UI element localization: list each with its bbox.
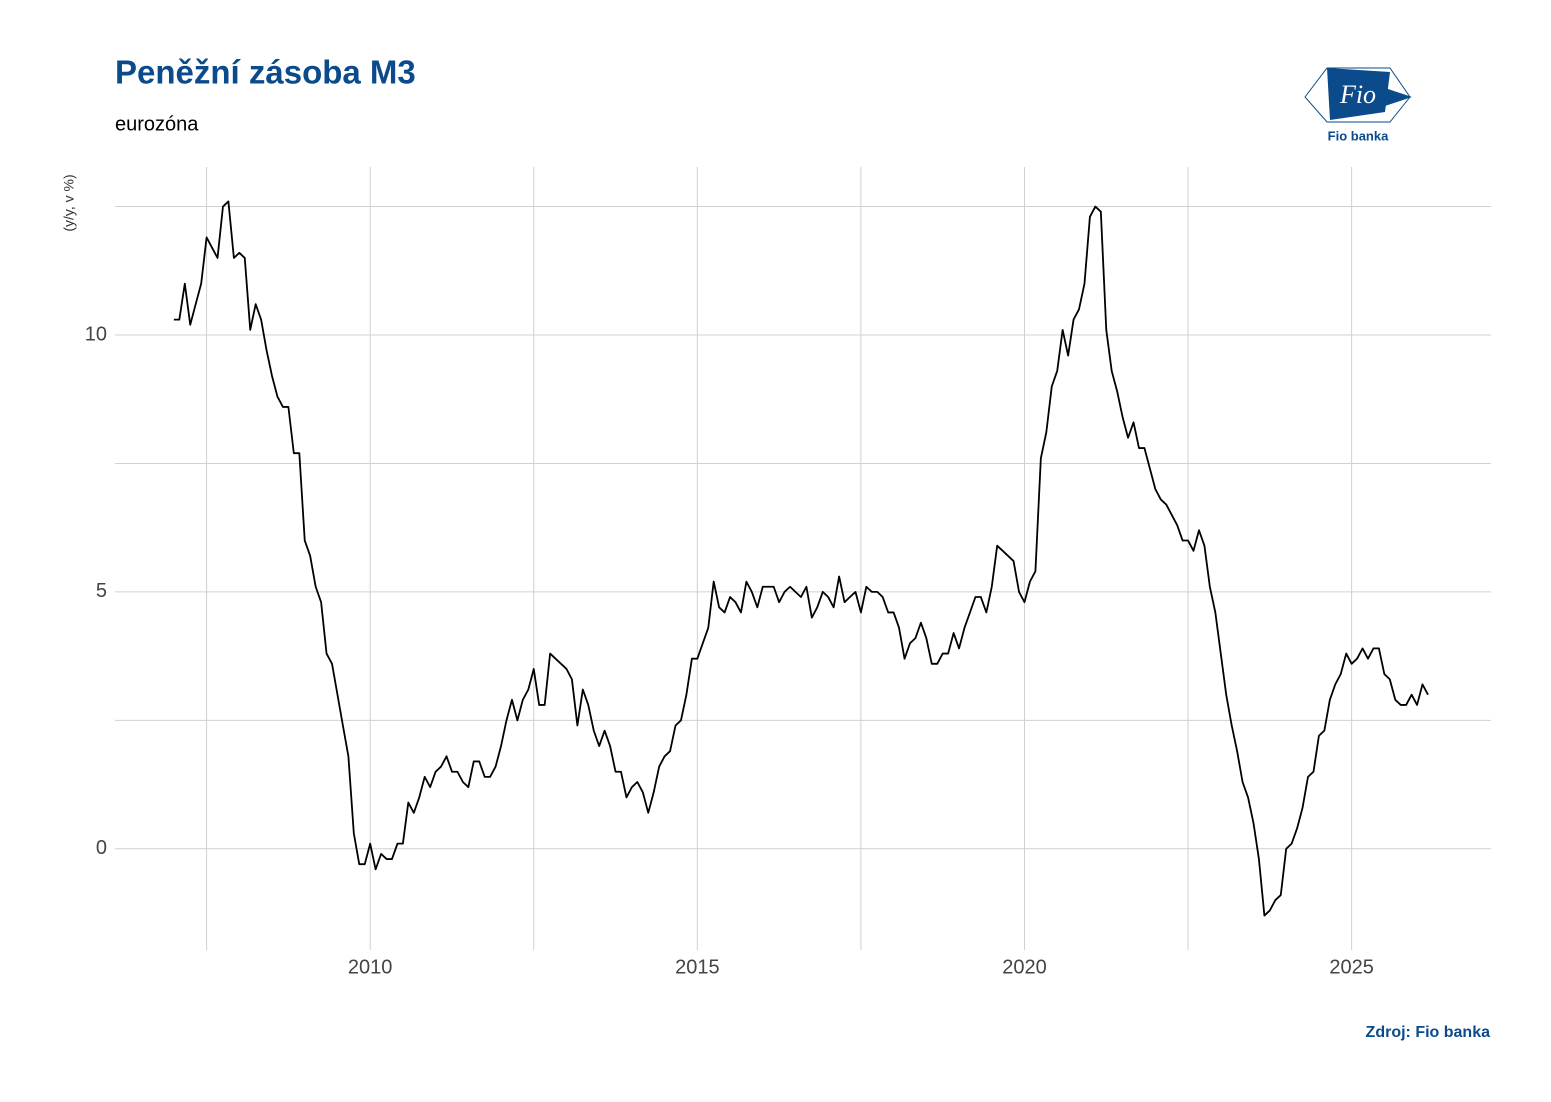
caption: Zdroj: Fio banka xyxy=(1366,1024,1491,1041)
x-tick-label: 2020 xyxy=(1002,956,1047,978)
y-axis-label: (y/y, v %) xyxy=(61,174,77,231)
logo: Fio Fio banka xyxy=(1304,67,1412,143)
line xyxy=(173,200,1429,917)
y-tick-label: 10 xyxy=(85,323,107,345)
chart-subtitle: eurozóna xyxy=(115,113,199,135)
y-tick-label: 0 xyxy=(96,837,107,859)
logo-name: Fio banka xyxy=(1328,128,1389,143)
x-tick-label: 2010 xyxy=(348,956,393,978)
logo-arrow xyxy=(1385,88,1412,106)
y-tick-label: 5 xyxy=(96,580,107,602)
logo-shape xyxy=(1327,68,1390,120)
chart-title: Peněžní zásoba M3 xyxy=(115,54,416,91)
x-tick-label: 2025 xyxy=(1329,956,1374,978)
x-tick-label: 2015 xyxy=(675,956,720,978)
logo-mark: Fio xyxy=(1339,80,1376,109)
